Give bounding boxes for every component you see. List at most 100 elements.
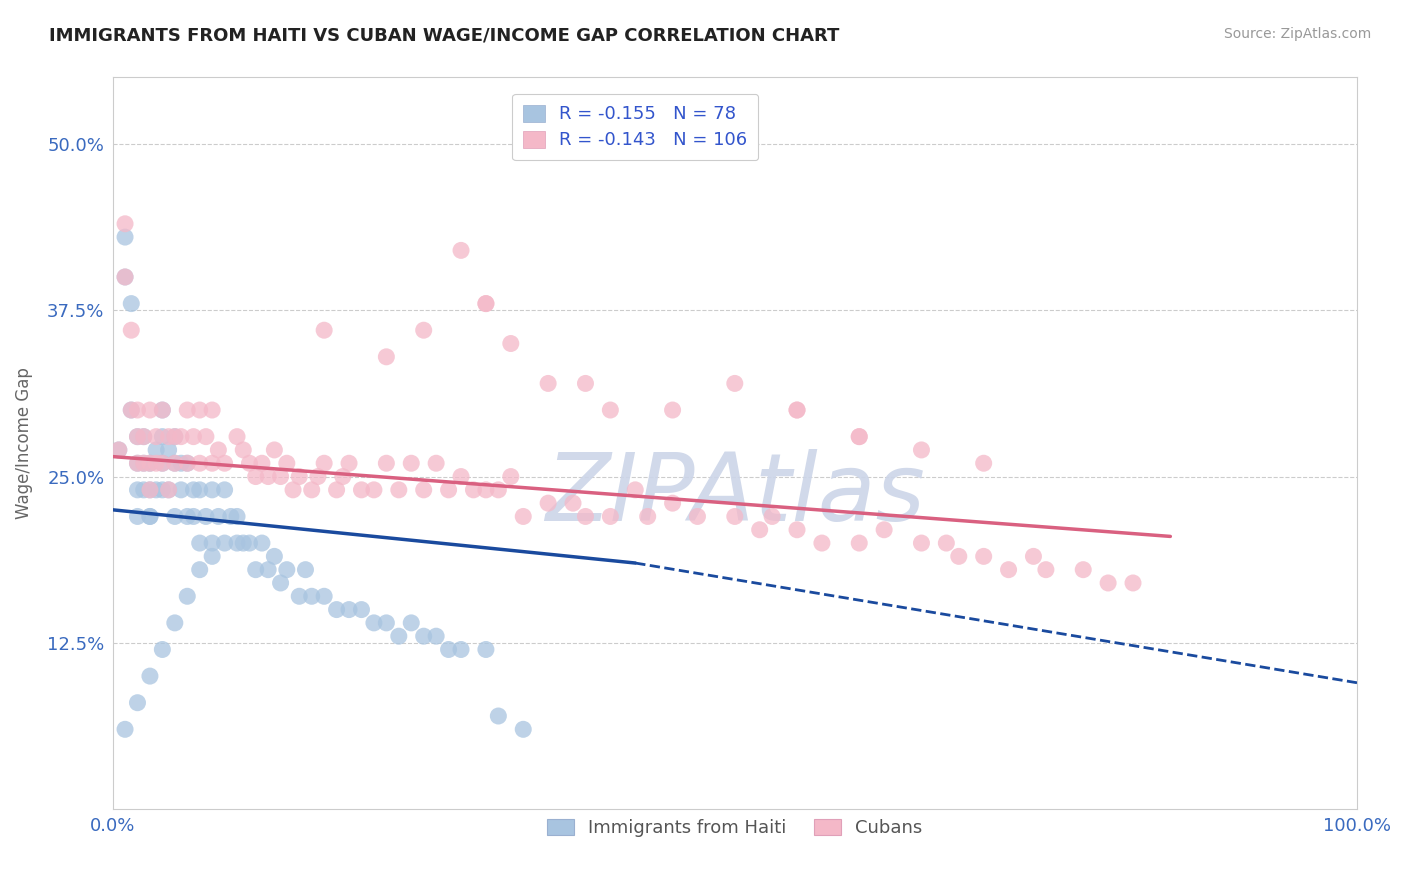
Point — [450, 642, 472, 657]
Point — [475, 296, 498, 310]
Point — [263, 442, 285, 457]
Point — [157, 483, 180, 497]
Point — [214, 536, 236, 550]
Point — [512, 723, 534, 737]
Point — [997, 563, 1019, 577]
Point — [201, 483, 224, 497]
Point — [232, 536, 254, 550]
Point — [811, 536, 834, 550]
Point — [425, 456, 447, 470]
Point — [350, 602, 373, 616]
Point — [537, 496, 560, 510]
Point — [163, 430, 186, 444]
Point — [238, 456, 260, 470]
Point — [170, 430, 193, 444]
Point — [194, 430, 217, 444]
Point — [475, 296, 498, 310]
Point — [537, 376, 560, 391]
Point — [145, 442, 167, 457]
Point — [120, 403, 142, 417]
Point — [207, 442, 229, 457]
Point — [201, 456, 224, 470]
Point — [150, 456, 173, 470]
Point — [276, 456, 298, 470]
Point — [574, 509, 596, 524]
Point — [574, 376, 596, 391]
Point — [399, 456, 422, 470]
Point — [337, 456, 360, 470]
Point — [176, 456, 198, 470]
Point — [127, 483, 149, 497]
Point — [163, 615, 186, 630]
Point — [350, 483, 373, 497]
Point — [238, 536, 260, 550]
Point — [108, 442, 131, 457]
Point — [475, 642, 498, 657]
Text: ZIPAtlas: ZIPAtlas — [546, 449, 925, 540]
Legend: Immigrants from Haiti, Cubans: Immigrants from Haiti, Cubans — [540, 812, 929, 844]
Point — [176, 456, 198, 470]
Point — [132, 430, 155, 444]
Point — [363, 483, 385, 497]
Point — [108, 442, 131, 457]
Point — [139, 456, 162, 470]
Point — [127, 456, 149, 470]
Point — [207, 509, 229, 524]
Point — [332, 469, 354, 483]
Point — [873, 523, 896, 537]
Point — [412, 629, 434, 643]
Point — [132, 430, 155, 444]
Point — [188, 456, 211, 470]
Point — [724, 376, 747, 391]
Point — [288, 469, 311, 483]
Point — [281, 483, 304, 497]
Point — [786, 523, 808, 537]
Point — [150, 403, 173, 417]
Point — [245, 563, 267, 577]
Point — [188, 563, 211, 577]
Point — [114, 723, 136, 737]
Point — [294, 563, 316, 577]
Point — [226, 536, 249, 550]
Point — [307, 469, 329, 483]
Point — [127, 696, 149, 710]
Point — [214, 483, 236, 497]
Point — [114, 270, 136, 285]
Point — [250, 456, 273, 470]
Point — [1097, 576, 1119, 591]
Point — [257, 563, 280, 577]
Point — [325, 602, 347, 616]
Point — [363, 615, 385, 630]
Point — [1071, 563, 1094, 577]
Point — [1035, 563, 1057, 577]
Point — [132, 483, 155, 497]
Point — [201, 403, 224, 417]
Point — [270, 576, 292, 591]
Point — [183, 430, 205, 444]
Point — [437, 483, 460, 497]
Point — [145, 430, 167, 444]
Point — [188, 536, 211, 550]
Point — [139, 456, 162, 470]
Point — [412, 323, 434, 337]
Point — [176, 589, 198, 603]
Point — [127, 430, 149, 444]
Point — [127, 456, 149, 470]
Point — [127, 430, 149, 444]
Point — [150, 403, 173, 417]
Point — [388, 629, 411, 643]
Text: Source: ZipAtlas.com: Source: ZipAtlas.com — [1223, 27, 1371, 41]
Point — [114, 217, 136, 231]
Point — [686, 509, 709, 524]
Point — [399, 615, 422, 630]
Point — [139, 483, 162, 497]
Point — [388, 483, 411, 497]
Point — [201, 549, 224, 564]
Point — [157, 442, 180, 457]
Point — [120, 296, 142, 310]
Point — [226, 430, 249, 444]
Point — [661, 496, 683, 510]
Point — [450, 469, 472, 483]
Point — [314, 589, 336, 603]
Point — [120, 323, 142, 337]
